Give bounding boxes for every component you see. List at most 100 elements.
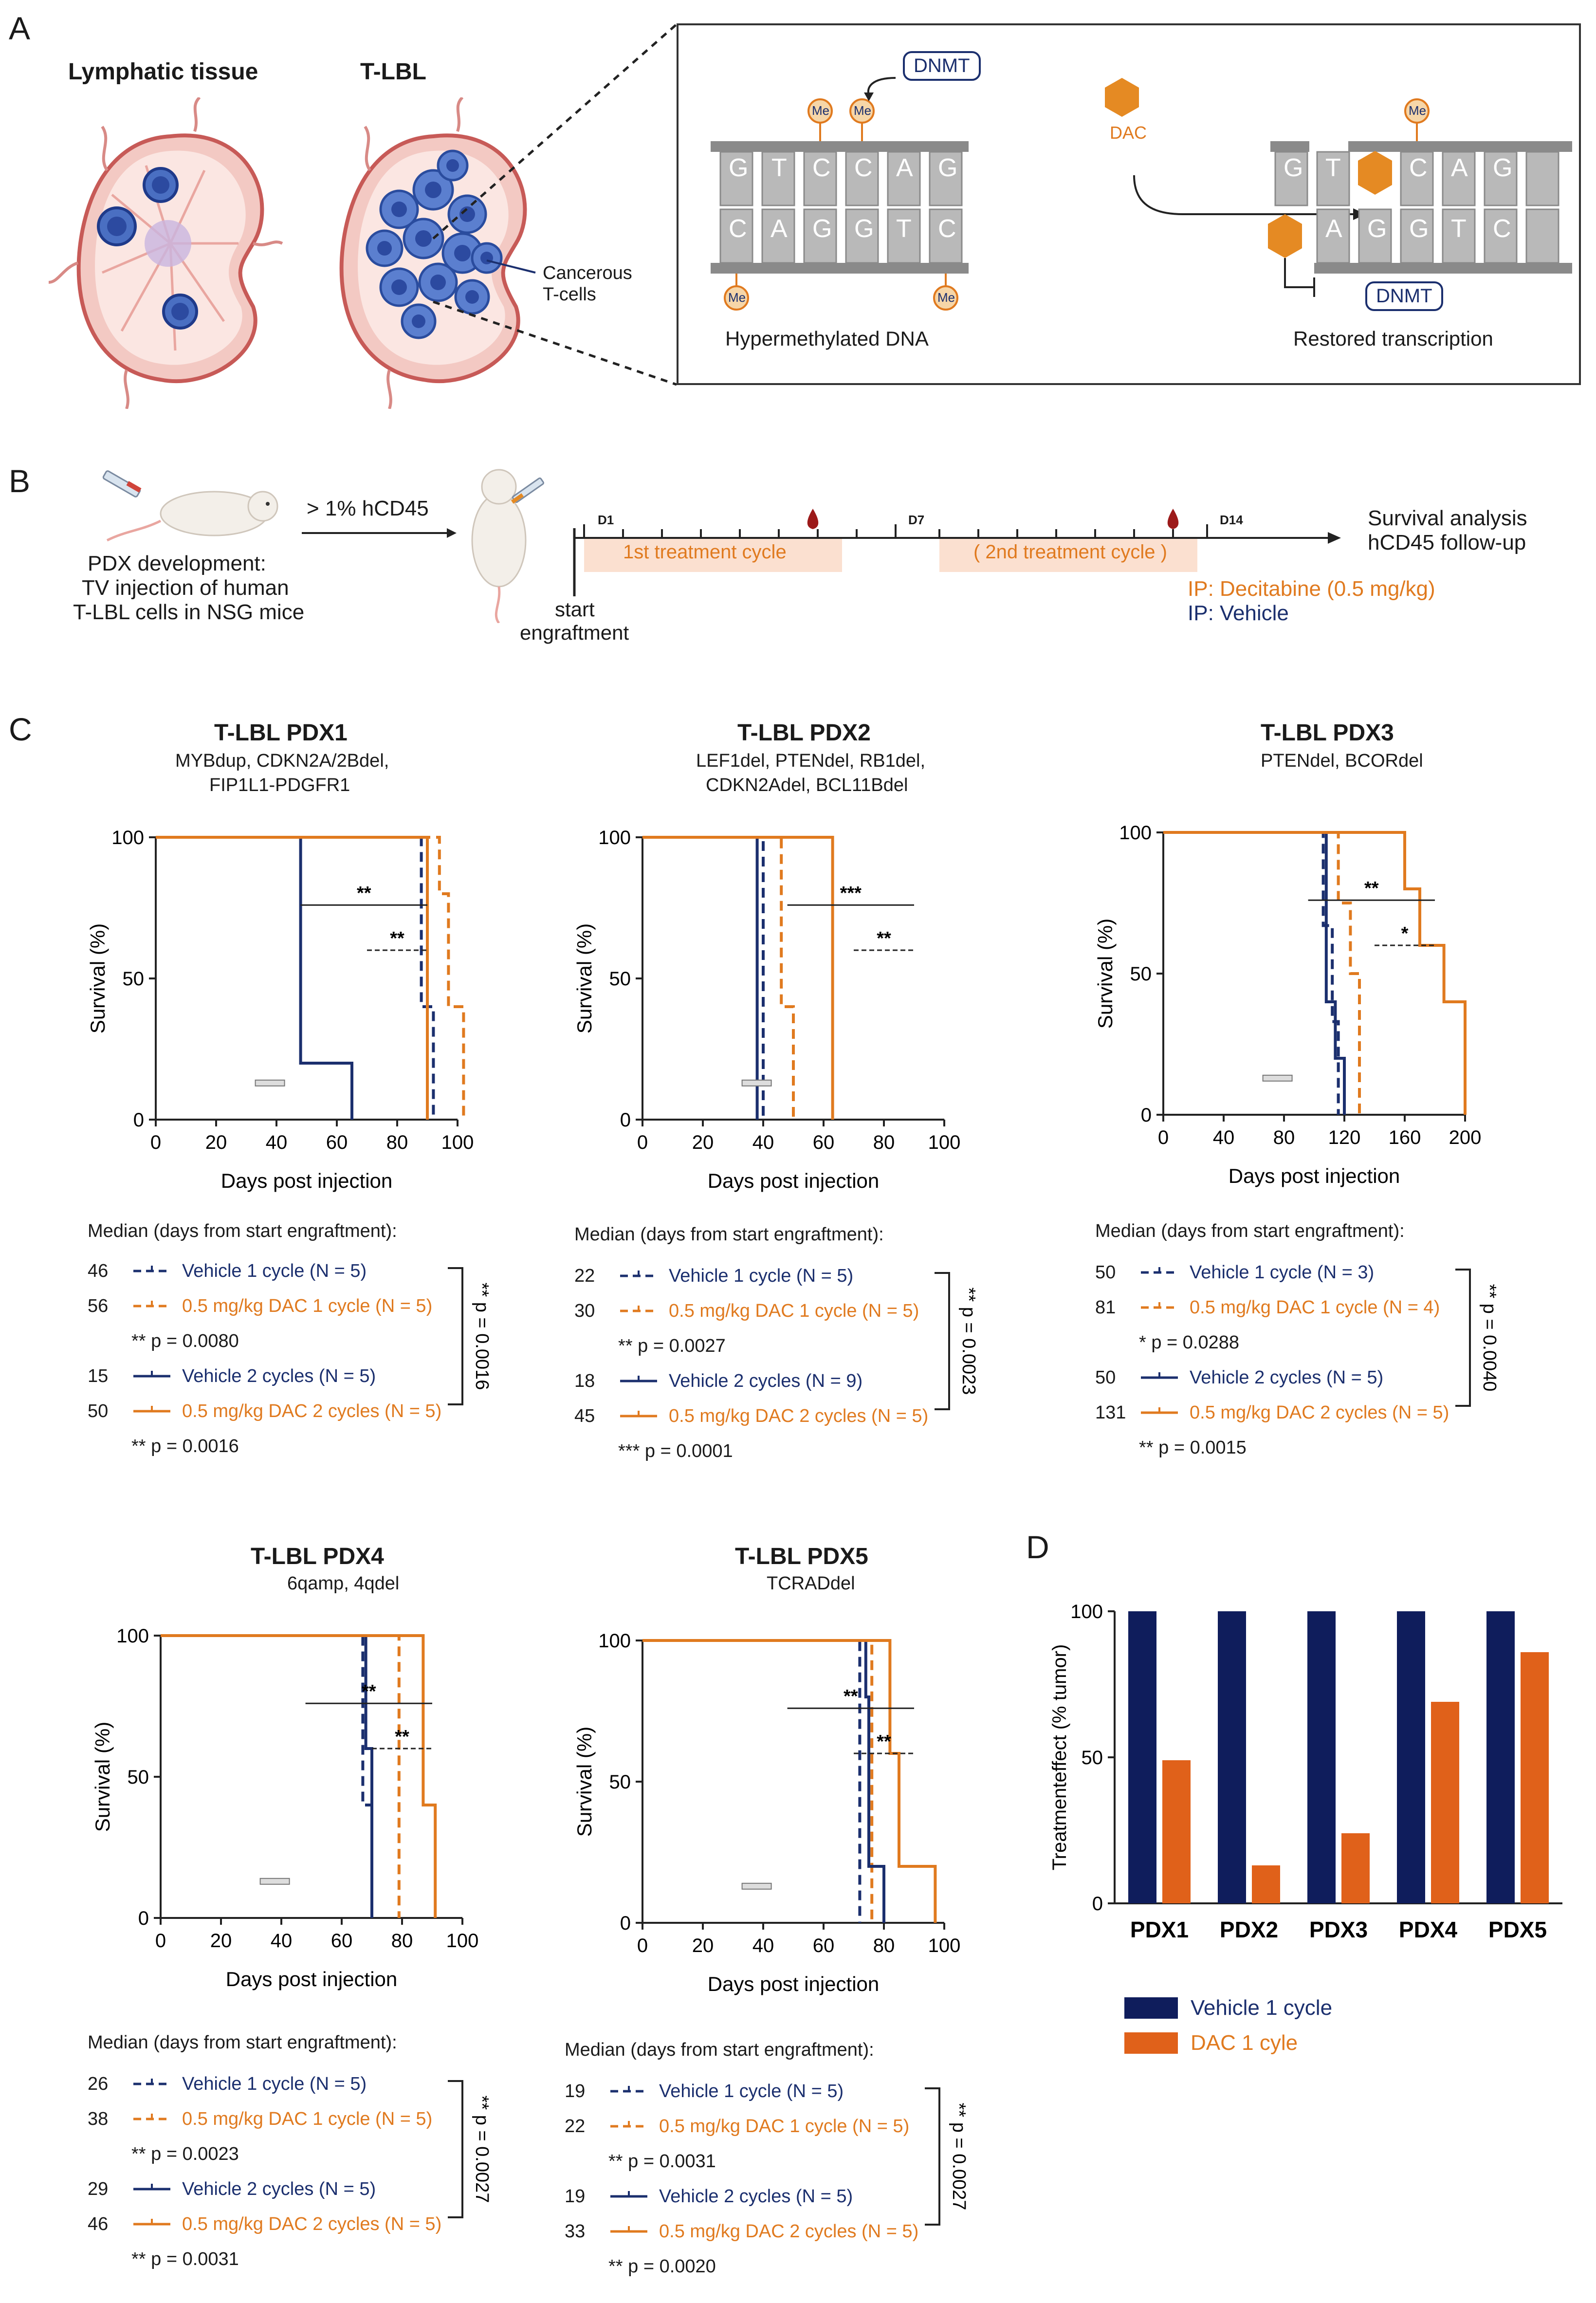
survival-curve-4 <box>642 1639 937 1923</box>
x-tick-label: 80 <box>1273 1127 1295 1148</box>
legend-label: 0.5 mg/kg DAC 2 cycles (N = 5) <box>182 1400 442 1421</box>
base-left-top-3: C <box>812 154 831 182</box>
base-left-top-2: T <box>771 154 787 182</box>
comparison-bracket: ** p = 0.0023 <box>935 1272 979 1410</box>
median-header-pdx5: Median (days from start engraftment): <box>565 2040 874 2060</box>
x-tick-label: 60 <box>813 1935 835 1956</box>
legend-row: ** p = 0.0015 <box>1095 1430 1247 1465</box>
legend-median: 30 <box>574 1300 595 1321</box>
legend-line-swatch <box>133 1371 170 1378</box>
legend-pdx2: 22 Vehicle 1 cycle (N = 5) 30 0.5 mg/kg DAC… <box>574 1258 1012 1473</box>
x-axis-label: Days post injection <box>708 1169 880 1192</box>
me-label: Me <box>854 103 872 118</box>
x-tick-label: 100 <box>928 1132 961 1153</box>
pdx-text-2: TV injection of human <box>82 576 289 600</box>
legend-line-swatch <box>1141 1302 1178 1309</box>
legend-row: 19 Vehicle 2 cycles (N = 5) <box>565 2179 853 2214</box>
chart-subtitle-pdx4-line1: 6qamp, 4qdel <box>287 1573 400 1594</box>
base-left-top-1: G <box>729 154 749 182</box>
legend-row: 26 Vehicle 1 cycle (N = 5) <box>88 2066 367 2101</box>
legend-pdx5: 19 Vehicle 1 cycle (N = 5) 22 0.5 mg/kg DAC… <box>565 2074 1003 2288</box>
legend-line-swatch <box>610 2226 647 2233</box>
legend-line-swatch <box>1141 1372 1178 1379</box>
bar-pdx4-dac <box>1431 1702 1459 1903</box>
mouse-injection-icon <box>102 470 278 542</box>
tlbl-title: T-LBL <box>360 59 426 85</box>
x-axis-label: Days post injection <box>708 1972 880 1995</box>
legend-row: 19 Vehicle 1 cycle (N = 5) <box>565 2074 844 2109</box>
syringe-icon <box>741 1882 772 1890</box>
legend-pdx1: 46 Vehicle 1 cycle (N = 5) 56 0.5 mg/kg DAC… <box>88 1253 526 1468</box>
category-label: PDX5 <box>1488 1917 1547 1942</box>
significance-stars: ** <box>877 1732 891 1752</box>
y-tick-label: 100 <box>111 827 144 848</box>
x-tick-label: 100 <box>928 1935 961 1956</box>
dac-label: DAC <box>1110 123 1147 143</box>
bar-pdx4-vehicle <box>1397 1611 1425 1903</box>
survival-curve-1 <box>1163 831 1340 1115</box>
survival-curve-2 <box>156 836 465 1120</box>
bar-pdx2-dac <box>1252 1865 1280 1903</box>
legend-label: 0.5 mg/kg DAC 1 cycle (N = 5) <box>669 1300 919 1321</box>
hypermethylated-dna-illustration <box>711 77 969 311</box>
survival-curve-2 <box>1163 831 1361 1115</box>
significance-stars: ** <box>877 928 891 949</box>
legend-label: ** p = 0.0031 <box>131 2248 239 2269</box>
ip-vehicle: IP: Vehicle <box>1188 601 1289 625</box>
y-tick-label: 50 <box>123 968 145 990</box>
legend-row: 18 Vehicle 2 cycles (N = 9) <box>574 1363 862 1399</box>
legend-median: 46 <box>88 1260 109 1281</box>
panel-letter-b: B <box>9 463 31 499</box>
survival-curve-4 <box>156 836 429 1120</box>
legend-label: Vehicle 2 cycles (N = 5) <box>659 2186 853 2207</box>
hcd45-arrow <box>302 528 457 538</box>
y-tick-label: 100 <box>116 1625 149 1647</box>
treatment-timeline <box>573 509 1341 596</box>
x-tick-label: 20 <box>692 1935 714 1956</box>
legend-label: Vehicle 1 cycle (N = 5) <box>669 1265 854 1286</box>
chart-subtitle-pdx2-line1: LEF1del, PTENdel, RB1del, <box>696 751 926 771</box>
legend-label: 0.5 mg/kg DAC 1 cycle (N = 5) <box>659 2116 910 2137</box>
syringe-icon <box>259 1878 290 1885</box>
legend-label-dac: DAC 1 cyle <box>1191 2031 1298 2055</box>
bracket-p-value: ** p = 0.0023 <box>958 1288 979 1395</box>
chart-subtitle-pdx2-line2: CDKN2Adel, BCL11Bdel <box>706 775 908 795</box>
x-tick-label: 80 <box>873 1132 895 1153</box>
cycle1-label: 1st treatment cycle <box>623 541 787 563</box>
y-tick-label: 100 <box>598 827 631 848</box>
legend-label: ** p = 0.0020 <box>608 2256 716 2277</box>
dnmt-top-tag: DNMT <box>903 51 981 81</box>
legend-row: ** p = 0.0023 <box>88 2137 239 2172</box>
chart-subtitle-pdx1-line1: MYBdup, CDKN2A/2Bdel, <box>175 751 389 771</box>
legend-label: 0.5 mg/kg DAC 1 cycle (N = 4) <box>1190 1297 1440 1318</box>
x-tick-label: 80 <box>391 1930 413 1952</box>
legend-median: 50 <box>1095 1367 1116 1388</box>
base-right-bottom-3: G <box>1367 215 1387 243</box>
median-header-pdx2: Median (days from start engraftment): <box>574 1224 884 1245</box>
base-left-top-6: G <box>938 154 958 182</box>
bar-pdx5-vehicle <box>1486 1611 1515 1903</box>
legend-row: *** p = 0.0001 <box>574 1434 733 1469</box>
survival-curve-2 <box>642 1639 874 1923</box>
timeline-d7: D7 <box>908 513 925 527</box>
category-label: PDX1 <box>1130 1917 1189 1942</box>
dnmt-bottom-tag: DNMT <box>1365 281 1443 311</box>
bracket-line <box>448 1267 463 1405</box>
x-tick-label: 120 <box>1328 1127 1361 1148</box>
legend-line-swatch <box>133 2114 170 2120</box>
syringe-icon <box>1262 1074 1293 1082</box>
restored-caption: Restored transcription <box>1293 327 1493 350</box>
legend-median: 45 <box>574 1405 595 1426</box>
legend-median: 33 <box>565 2221 586 2242</box>
legend-line-swatch <box>133 2184 170 2191</box>
survival-chart-pdx4: 0 50 100 0 20 40 60 80 100 Days post injection Sur… <box>91 1625 478 1990</box>
survival-curve-3 <box>642 836 759 1120</box>
bar-pdx1-vehicle <box>1128 1611 1156 1903</box>
base-left-bottom-2: A <box>770 215 788 243</box>
legend-label: 0.5 mg/kg DAC 2 cycles (N = 5) <box>1190 1402 1449 1423</box>
base-right-bottom-5: T <box>1451 215 1467 243</box>
bracket-p-value: ** p = 0.0027 <box>949 2103 969 2211</box>
x-tick-label: 20 <box>692 1132 714 1153</box>
bar-pdx3-dac <box>1341 1833 1370 1903</box>
chart-subtitle-pdx5-line1: TCRADdel <box>767 1573 855 1594</box>
